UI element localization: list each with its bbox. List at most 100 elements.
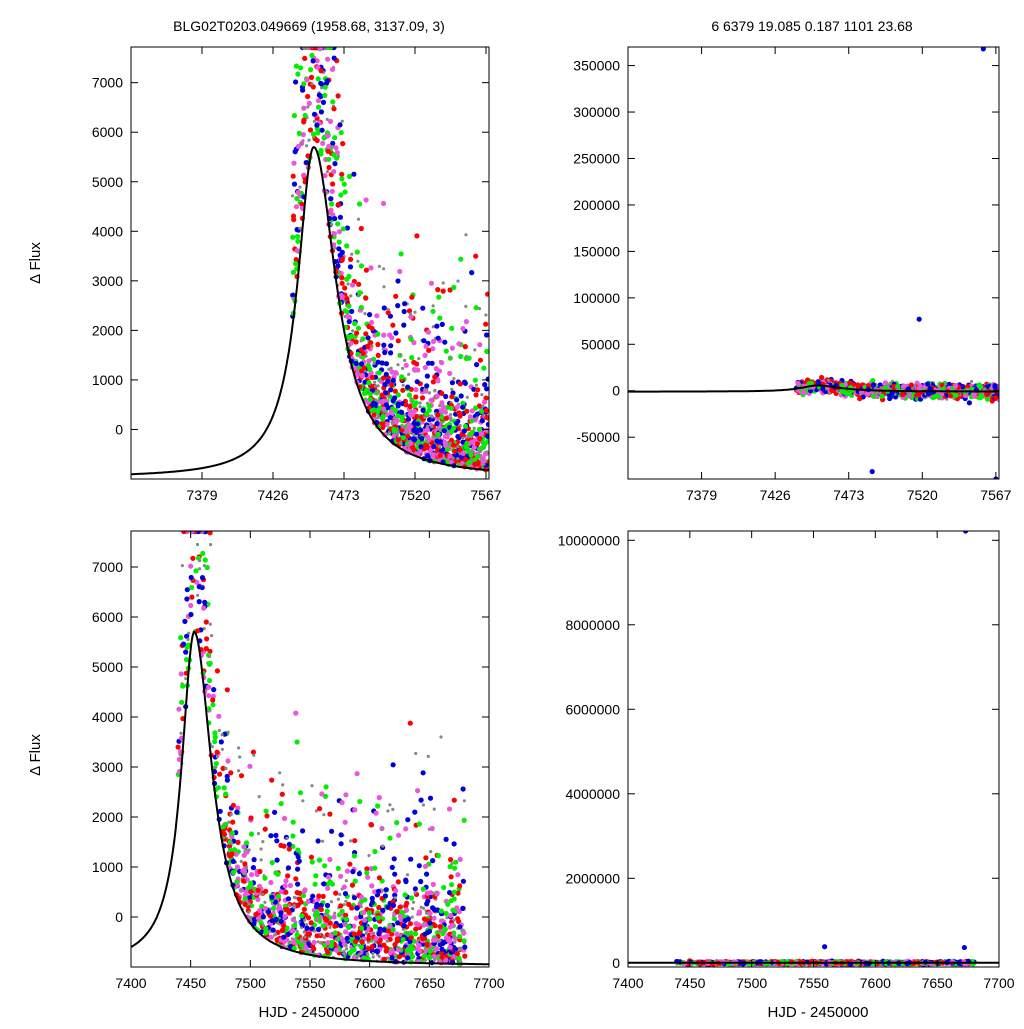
data-point [417, 821, 422, 826]
data-point [335, 938, 338, 941]
data-point [385, 905, 390, 910]
data-point [454, 421, 459, 426]
data-point [408, 721, 413, 726]
data-point [299, 943, 304, 948]
data-point [795, 381, 800, 386]
data-point [412, 403, 417, 408]
data-point [178, 635, 183, 640]
data-point [369, 320, 374, 325]
data-point [345, 879, 348, 882]
data-point [282, 816, 287, 821]
data-point [356, 326, 361, 331]
data-point [337, 898, 340, 901]
data-point [425, 899, 430, 904]
data-point [413, 311, 416, 314]
data-point [198, 567, 201, 570]
data-point [470, 440, 475, 445]
data-point [486, 377, 491, 382]
data-point [382, 410, 385, 413]
data-point [268, 833, 273, 838]
data-point [402, 301, 407, 306]
data-point [348, 264, 353, 269]
data-point [407, 392, 412, 397]
data-point [417, 863, 422, 868]
data-point [364, 268, 369, 273]
data-point [458, 857, 463, 862]
data-point [311, 940, 316, 945]
data-point [372, 955, 375, 958]
data-point [243, 896, 248, 901]
data-point [298, 186, 301, 189]
data-point [404, 910, 407, 913]
data-point [221, 748, 224, 751]
data-point [280, 792, 285, 797]
data-point [357, 290, 362, 295]
data-point [353, 879, 358, 884]
data-point [244, 840, 249, 845]
data-point [302, 889, 307, 894]
data-point [305, 926, 310, 931]
data-point [339, 841, 344, 846]
data-point [382, 267, 385, 270]
data-point [460, 326, 465, 331]
data-point [345, 314, 350, 319]
data-point [431, 415, 434, 418]
data-point [210, 634, 213, 637]
plot-frame [628, 47, 999, 479]
data-point [323, 913, 326, 916]
data-point [239, 773, 244, 778]
data-point [303, 919, 306, 922]
data-point [469, 270, 474, 275]
data-point [452, 798, 457, 803]
data-point [425, 427, 430, 432]
data-point [321, 100, 326, 105]
data-point [397, 269, 402, 274]
data-point [457, 883, 462, 888]
data-point [424, 383, 429, 388]
data-point [279, 889, 284, 894]
data-point [355, 250, 360, 255]
data-point [235, 864, 240, 869]
data-point [290, 235, 295, 240]
data-point [449, 326, 454, 331]
data-point [423, 416, 426, 419]
data-point [375, 803, 380, 808]
data-point [392, 872, 397, 877]
data-point [451, 426, 456, 431]
data-point [411, 907, 414, 910]
y-tick-label: 5000 [92, 174, 123, 190]
data-point [433, 389, 436, 392]
data-point [332, 161, 337, 166]
data-point [316, 893, 321, 898]
data-point [303, 931, 306, 934]
data-point [378, 265, 381, 268]
data-point [844, 391, 849, 396]
data-point [451, 908, 456, 913]
data-point [391, 427, 396, 432]
data-point [295, 72, 300, 77]
data-point [449, 442, 452, 445]
data-point [359, 926, 364, 931]
data-point [297, 131, 302, 136]
data-point [366, 363, 371, 368]
data-point [313, 930, 316, 933]
data-point [341, 226, 346, 231]
data-point [352, 932, 357, 937]
y-tick-label: 2000 [92, 809, 123, 825]
data-point [477, 427, 482, 432]
data-point [293, 876, 298, 881]
data-point [293, 905, 296, 908]
data-point [432, 304, 435, 307]
data-point [453, 947, 458, 952]
data-point [426, 437, 431, 442]
data-point [208, 655, 211, 658]
data-point [268, 914, 273, 919]
data-point [342, 285, 347, 290]
data-point [347, 862, 352, 867]
data-point [411, 436, 416, 441]
data-point [215, 750, 220, 755]
data-point [464, 409, 469, 414]
data-point [336, 93, 341, 98]
data-point [313, 913, 318, 918]
